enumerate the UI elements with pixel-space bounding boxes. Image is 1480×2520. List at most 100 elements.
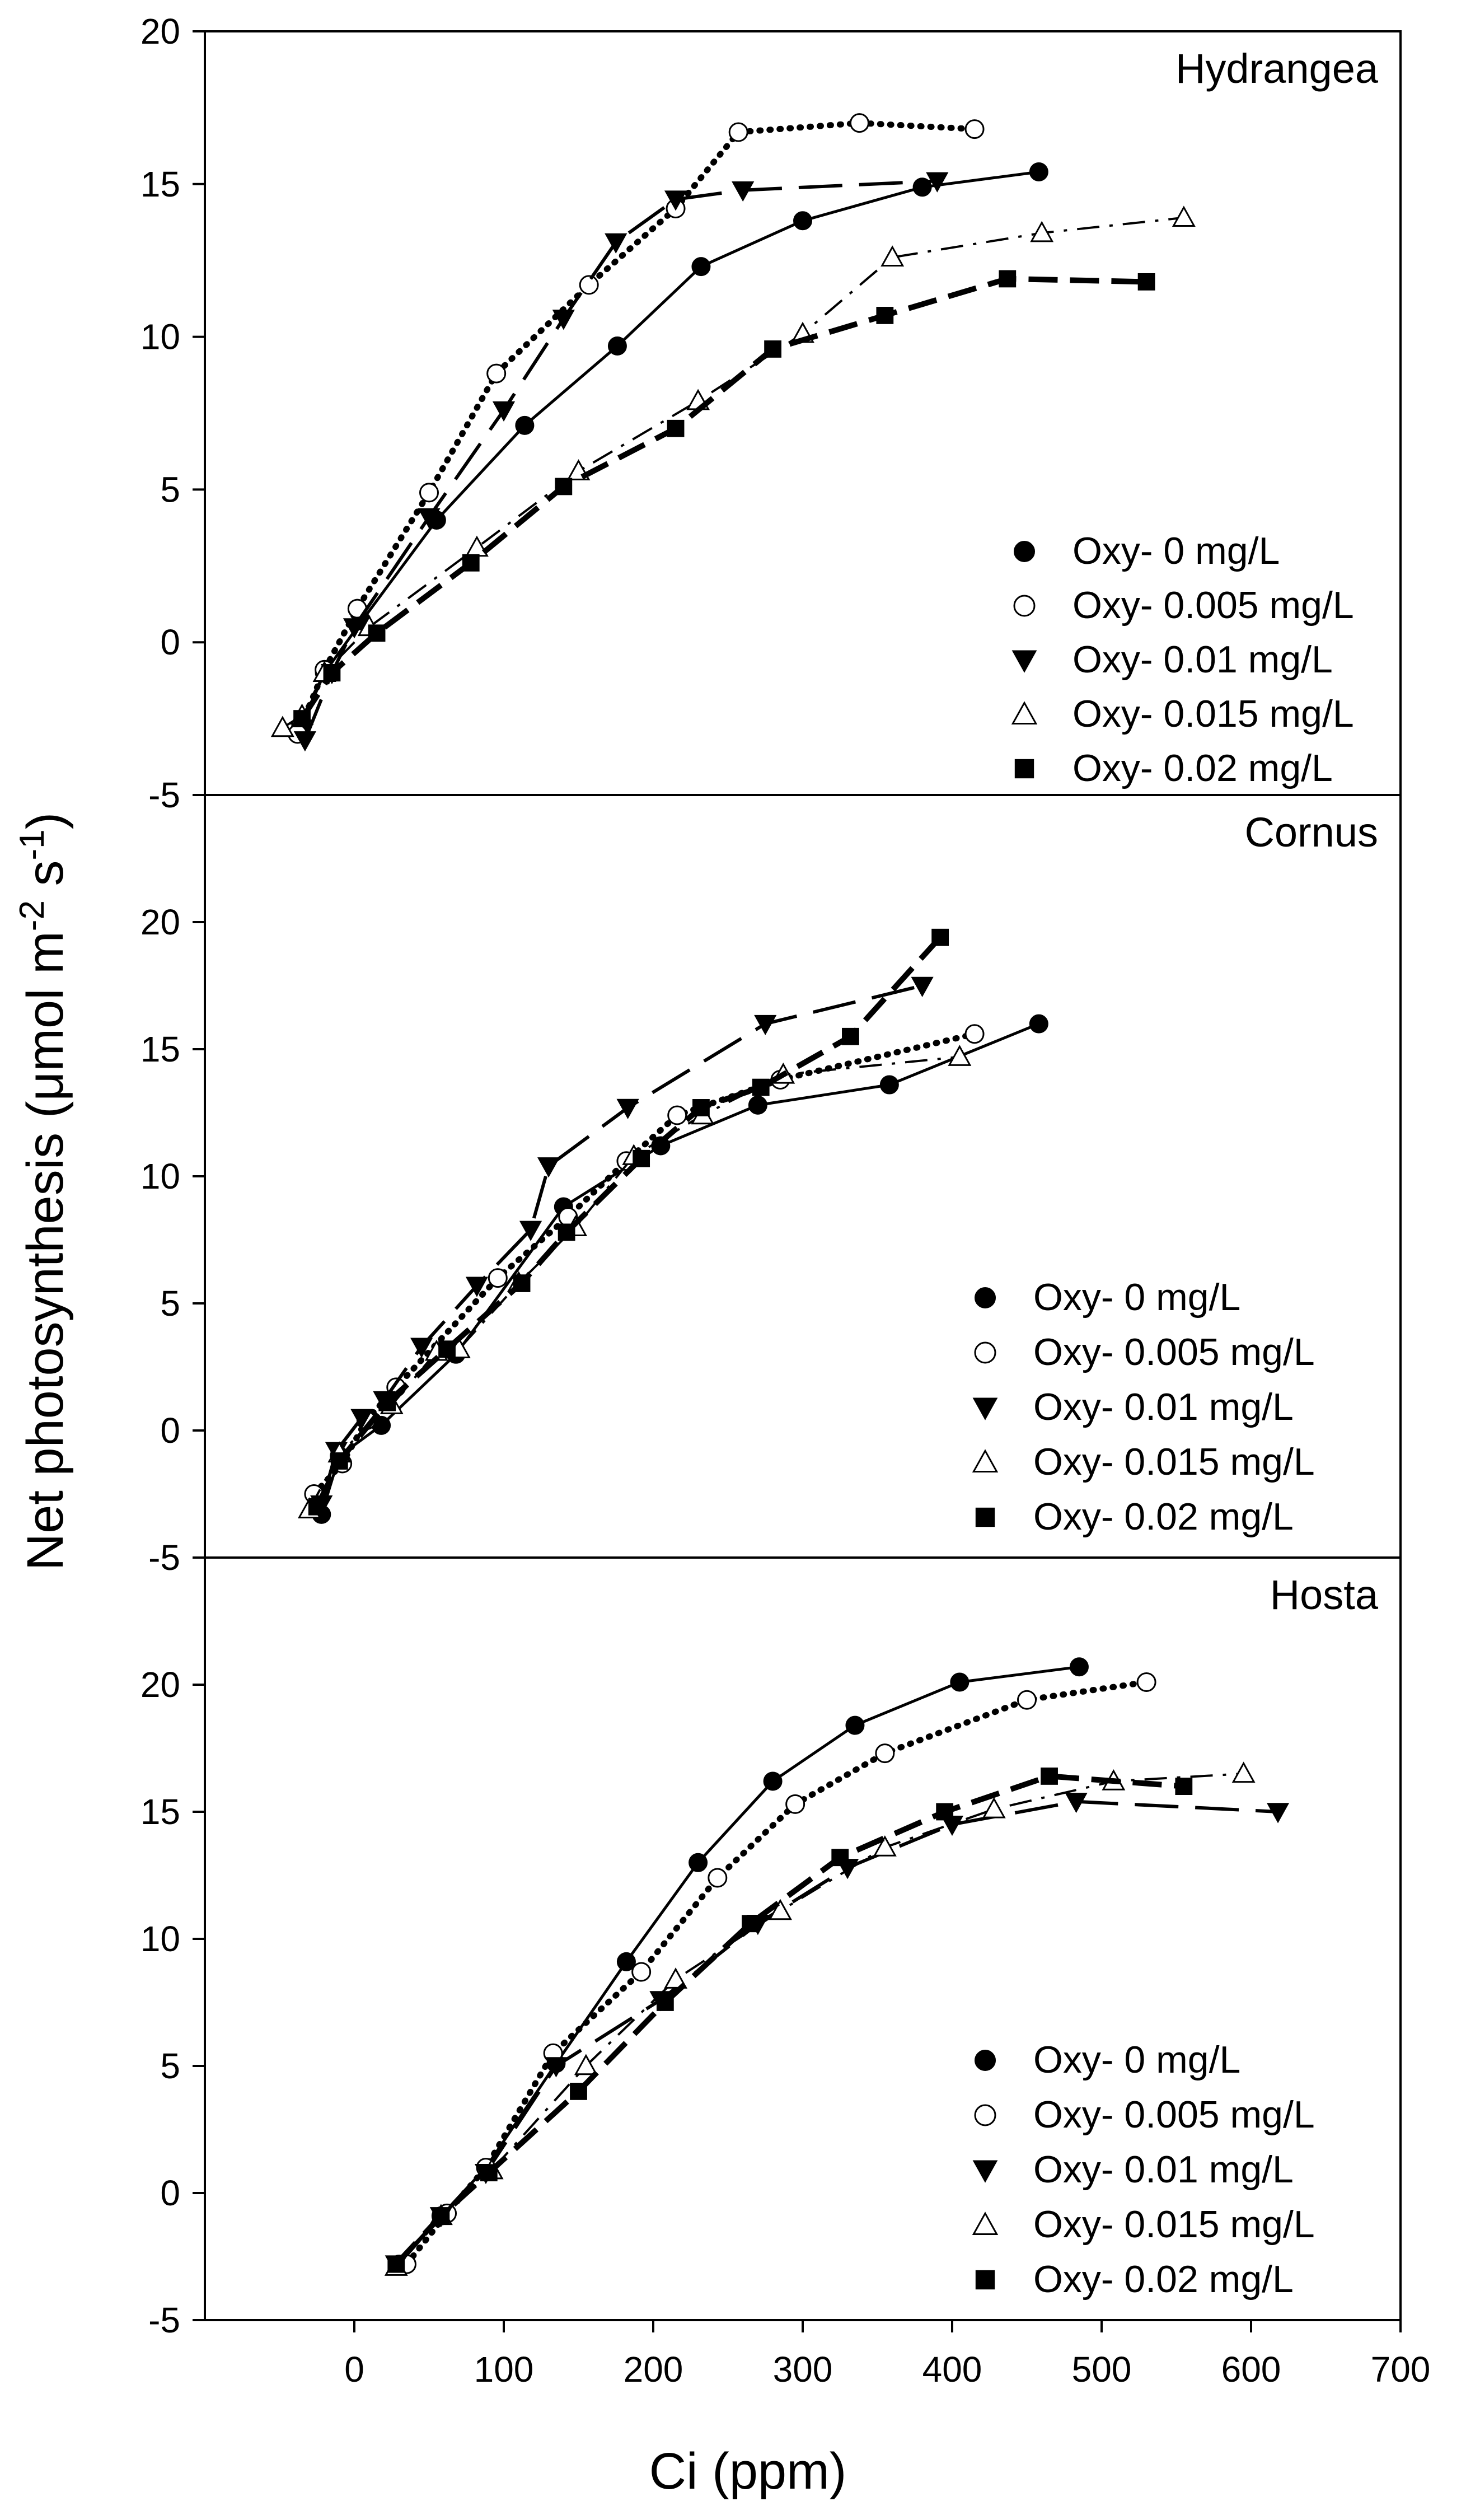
panel-hydrangea-y-tick-label: 5 [160,469,180,509]
data-point-hosta-oxy-0-015-mg-l [574,2054,598,2075]
series-line-hydrangea-oxy-0-005-mg-l [294,120,978,737]
legend-label-hydrangea-oxy-0-015-mg-l: Oxy- 0.015 mg/L [1072,693,1354,735]
data-point-hydrangea-oxy-0-02-mg-l [667,419,685,437]
y-axis-title-exp2: -1 [13,829,51,860]
panels: -5 0 5 10 15 20 Hydrangea Oxy- 0 mg/L Oxy- 0.005… [140,11,1402,2340]
series-line-hydrangea-oxy-0-02-mg-l [299,275,1147,721]
data-point-hosta-oxy-0-015-mg-l [873,1835,897,1857]
panel-hosta-y-tick-label: 15 [140,1792,180,1832]
data-point-hydrangea-oxy-0-01-mg-l [605,233,627,254]
data-point-hydrangea-oxy-0-mg-l [607,336,627,356]
legend-label-hosta-oxy-0-005-mg-l: Oxy- 0.005 mg/L [1033,2093,1315,2136]
data-point-hosta-oxy-0-01-mg-l [1266,1803,1290,1824]
data-point-hosta-oxy-0-mg-l [845,1715,865,1735]
data-point-hydrangea-oxy-0-mg-l [793,211,812,231]
panel-hydrangea-title: Hydrangea [1175,45,1379,92]
legend-marker-cornus-oxy-0-015-mg-l [972,1449,999,1473]
data-point-cornus-oxy-0-01-mg-l [519,1221,542,1241]
x-tick-label: 200 [624,2349,683,2390]
data-point-hydrangea-oxy-0-02-mg-l [323,664,341,682]
data-point-hosta-oxy-0-005-mg-l [1136,1672,1156,1692]
data-point-hydrangea-oxy-0-015-mg-l [1172,205,1196,227]
data-point-hosta-oxy-0-005-mg-l [631,1962,652,1982]
data-point-hydrangea-oxy-0-02-mg-l [1137,273,1155,291]
data-point-cornus-oxy-0-01-mg-l [350,1409,373,1429]
y-axis-title-close: ) [17,812,74,830]
legend-marker-cornus-oxy-0-02-mg-l [975,1507,995,1527]
panel-cornus-y-tick-label: 10 [140,1156,180,1196]
data-point-cornus-oxy-0-005-mg-l [964,1024,985,1044]
legend-marker-hosta-oxy-0-005-mg-l [974,2104,996,2126]
data-point-hosta-oxy-0-02-mg-l [936,1803,954,1821]
data-point-hosta-oxy-0-01-mg-l [545,2057,568,2078]
data-point-hydrangea-oxy-0-01-mg-l [343,618,366,639]
series-line-hosta-oxy-0-02-mg-l [394,1773,1184,2266]
data-point-hydrangea-oxy-0-01-mg-l [418,508,441,529]
data-point-hydrangea-oxy-0-005-mg-l [419,483,439,503]
legend-marker-cornus-oxy-0-005-mg-l [974,1341,996,1364]
legend-label-cornus-oxy-0-02-mg-l: Oxy- 0.02 mg/L [1033,1495,1294,1538]
data-point-hydrangea-oxy-0-01-mg-l [552,310,575,330]
data-point-cornus-oxy-0-mg-l [1029,1014,1048,1034]
data-point-cornus-oxy-0-mg-l [748,1095,767,1115]
legend-marker-cornus-oxy-0-mg-l [975,1287,996,1308]
data-point-hydrangea-oxy-0-02-mg-l [368,624,386,642]
data-point-hosta-oxy-0-02-mg-l [387,2255,405,2273]
x-tick-label: 400 [922,2349,982,2390]
x-tick-label: 500 [1072,2349,1132,2390]
panel-hosta-y-tick-label: -5 [148,2300,180,2340]
data-point-hosta-oxy-0-005-mg-l [875,1743,895,1764]
legend-marker-hosta-oxy-0-01-mg-l [972,2160,998,2183]
legend-hydrangea: Oxy- 0 mg/L Oxy- 0.005 mg/L Oxy- 0.01 mg/L… [1011,530,1354,789]
legend-label-hosta-oxy-0-015-mg-l: Oxy- 0.015 mg/L [1033,2203,1315,2246]
series-line-hosta-oxy-0-005-mg-l [404,1679,1150,2267]
panel-hydrangea-y-tick-label: 0 [160,622,180,662]
data-point-hydrangea-oxy-0-mg-l [1029,162,1048,181]
data-point-hydrangea-oxy-0-mg-l [515,415,535,435]
data-point-hosta-oxy-0-02-mg-l [1175,1778,1193,1795]
data-point-hosta-oxy-0-mg-l [689,1853,708,1872]
x-tick-label: 300 [773,2349,833,2390]
data-point-hosta-oxy-0-02-mg-l [742,1915,759,1933]
y-axis-title: Net photosynthesis (μmol m-2 s-1) [13,812,74,1571]
data-point-cornus-oxy-0-005-mg-l [488,1268,508,1288]
y-axis-title-main: Net photosynthesis (μmol m [17,931,74,1570]
data-point-hydrangea-oxy-0-01-mg-l [492,401,516,422]
panel-cornus-y-tick-label: 5 [160,1283,180,1324]
data-point-cornus-oxy-0-02-mg-l [378,1394,396,1411]
data-point-cornus-oxy-0-01-mg-l [465,1277,489,1297]
panel-hosta-y-tick-label: 10 [140,1919,180,1959]
panel-hydrangea-y-tick-label: 10 [140,317,180,357]
data-point-hosta-oxy-0-015-mg-l [1231,1761,1256,1783]
data-point-hydrangea-oxy-0-02-mg-l [462,554,480,572]
legend-label-cornus-oxy-0-005-mg-l: Oxy- 0.005 mg/L [1033,1331,1315,1373]
panel-cornus-title: Cornus [1244,809,1378,855]
panel-cornus-y-tick-label: 15 [140,1029,180,1069]
legend-label-hydrangea-oxy-0-005-mg-l: Oxy- 0.005 mg/L [1072,584,1354,627]
data-point-hydrangea-oxy-0-015-mg-l [880,245,905,267]
data-point-hosta-oxy-0-mg-l [1069,1657,1089,1677]
data-point-hosta-oxy-0-02-mg-l [570,2083,587,2100]
data-point-hydrangea-oxy-0-02-mg-l [764,340,781,358]
panel-hosta-y-tick-label: 20 [140,1665,180,1705]
data-point-hosta-oxy-0-01-mg-l [1065,1793,1088,1813]
legend-marker-hydrangea-oxy-0-01-mg-l [1011,650,1037,673]
legend-marker-hydrangea-oxy-0-02-mg-l [1014,759,1034,779]
panel-cornus-y-tick-label: -5 [148,1537,180,1578]
legend-marker-hydrangea-oxy-0-015-mg-l [1011,701,1038,725]
data-point-cornus-oxy-0-02-mg-l [330,1452,348,1470]
data-point-hosta-oxy-0-015-mg-l [664,1967,687,1989]
legend-label-hosta-oxy-0-02-mg-l: Oxy- 0.02 mg/L [1033,2258,1294,2301]
data-point-hosta-oxy-0-02-mg-l [831,1849,849,1867]
panel-hydrangea-y-tick-label: -5 [148,775,180,815]
data-point-cornus-oxy-0-mg-l [879,1075,899,1095]
legend-label-hydrangea-oxy-0-mg-l: Oxy- 0 mg/L [1072,530,1280,572]
data-point-hydrangea-oxy-0-02-mg-l [293,710,311,727]
data-point-cornus-oxy-0-005-mg-l [667,1105,687,1125]
series-hydrangea-oxy-0-005-mg-l [288,113,985,744]
x-tick-label: 600 [1221,2349,1281,2390]
data-point-hosta-oxy-0-02-mg-l [656,1994,674,2011]
data-point-hosta-oxy-0-02-mg-l [432,2207,450,2225]
data-point-hydrangea-oxy-0-005-mg-l [728,122,748,142]
